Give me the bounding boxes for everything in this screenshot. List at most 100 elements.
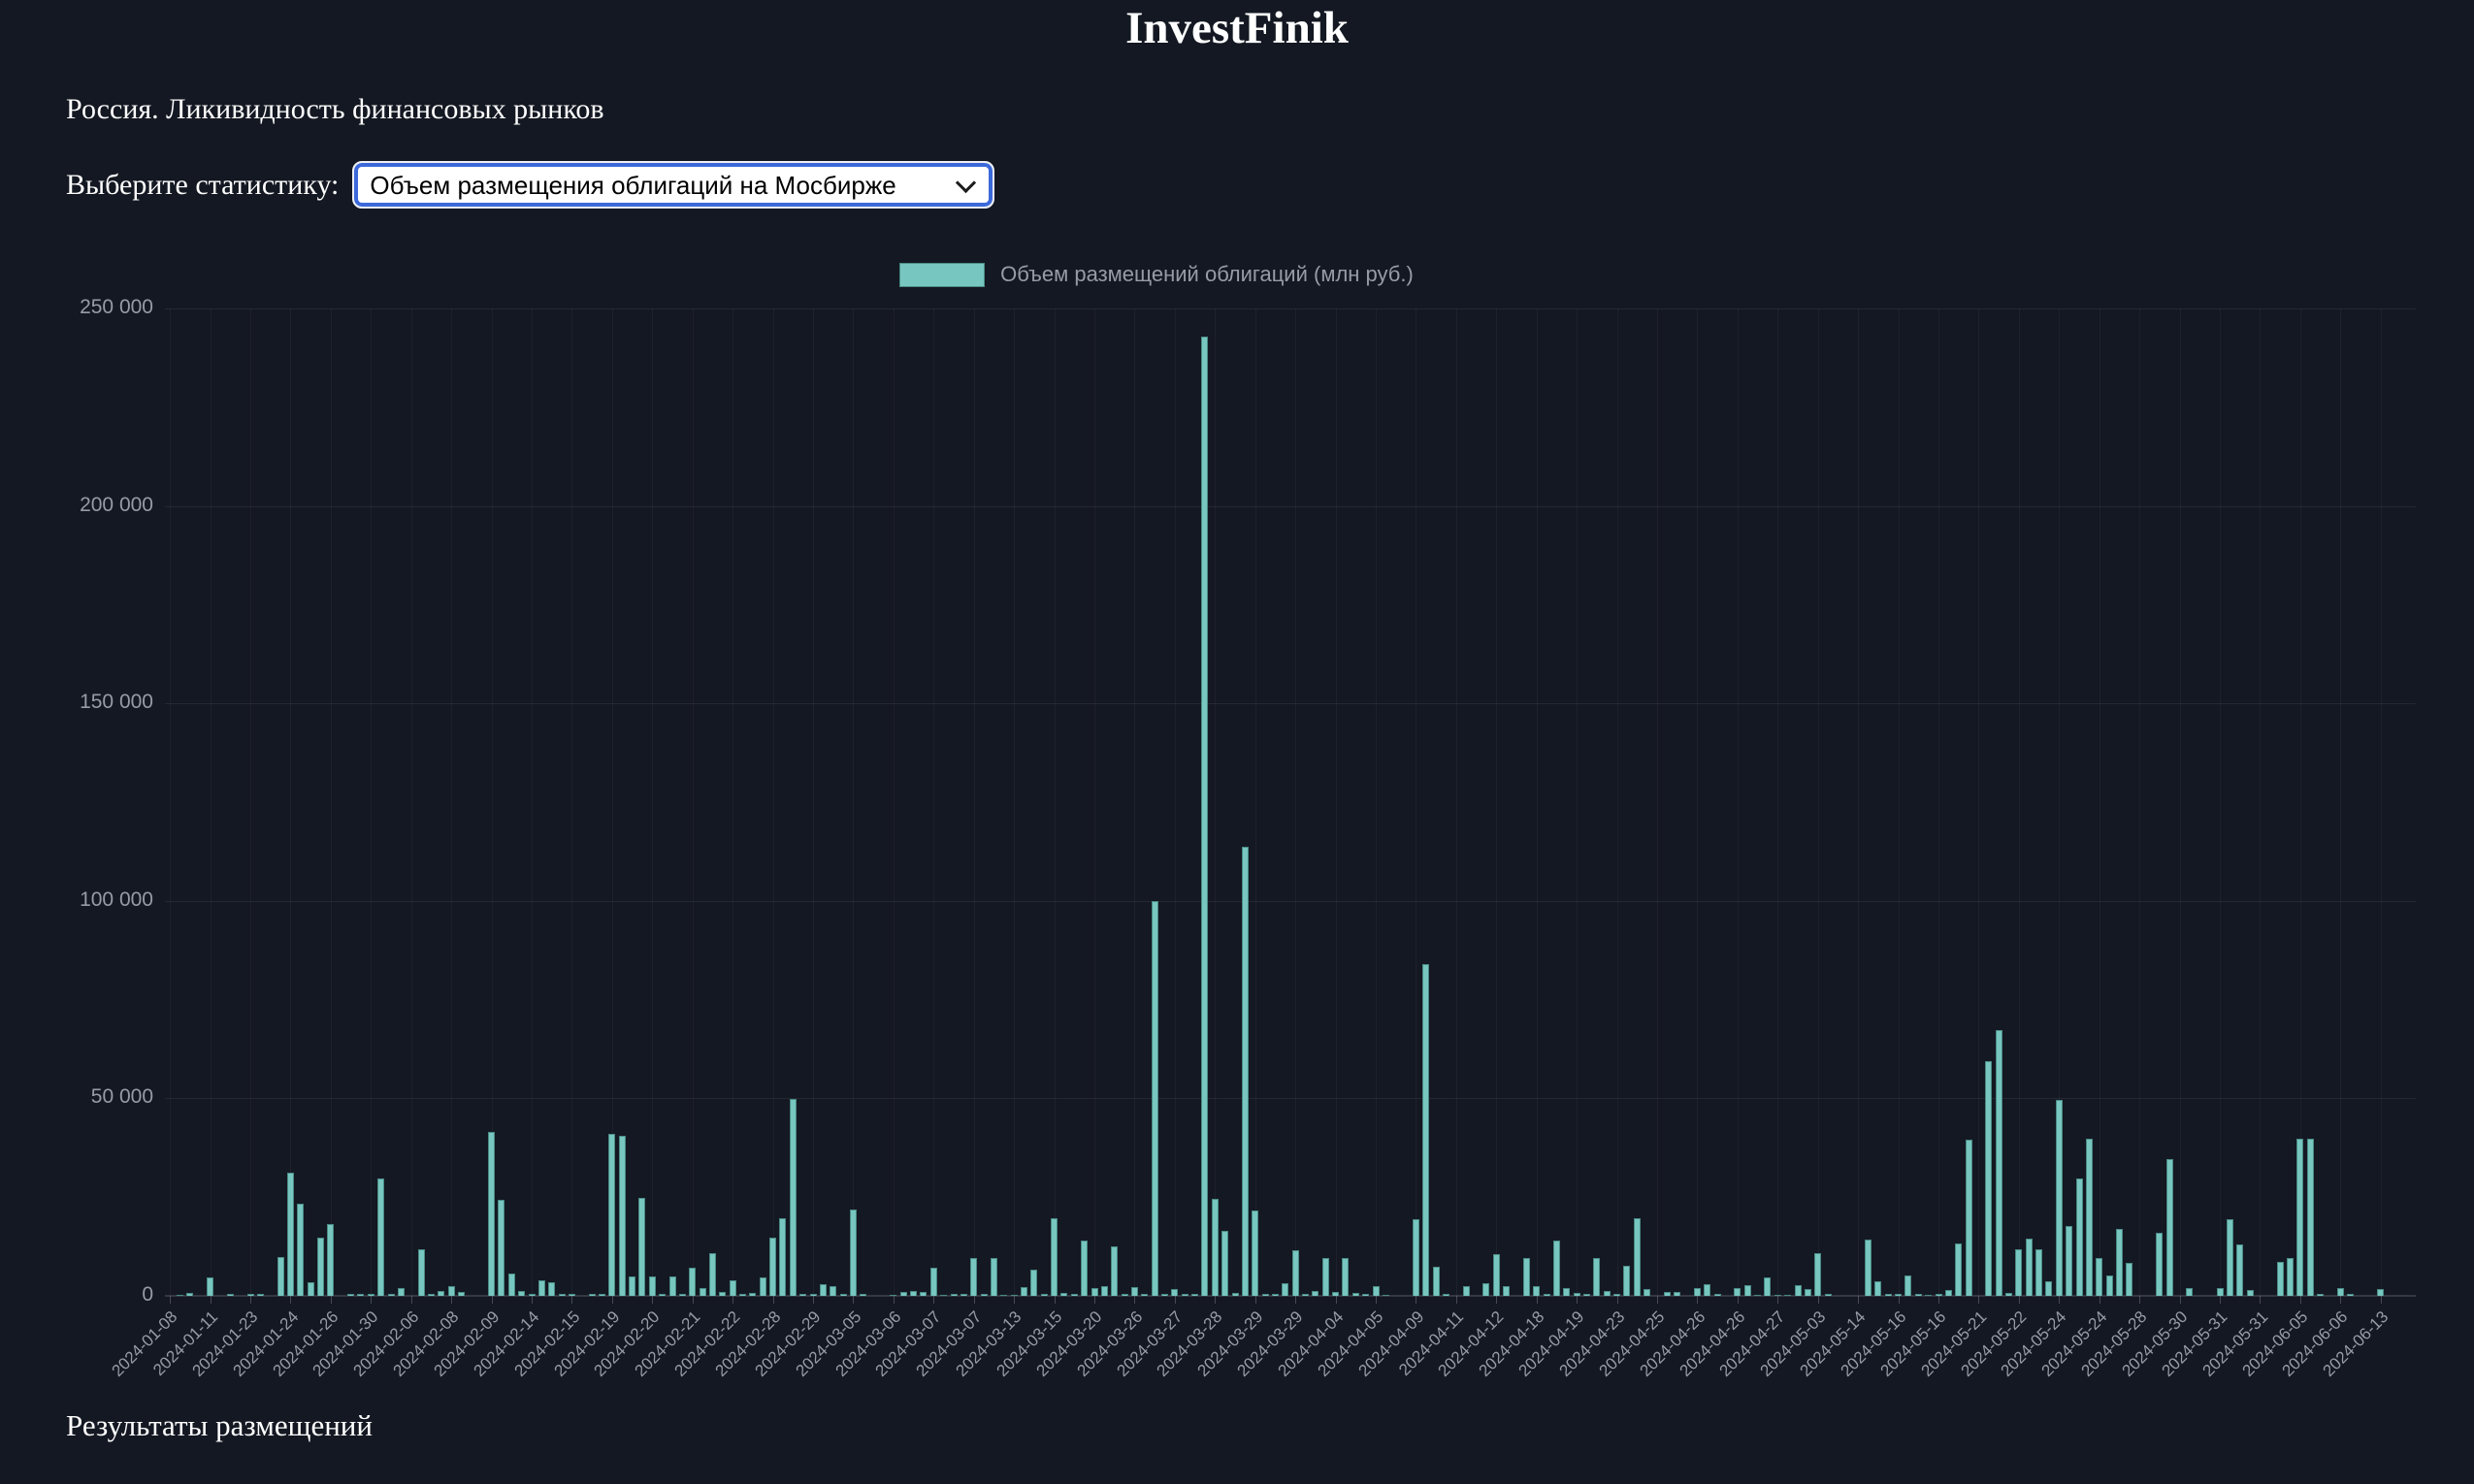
statistic-select[interactable]: Объем размещения облигаций на Мосбирже [352,161,995,209]
bar[interactable] [1221,1230,1229,1296]
bar[interactable] [1503,1285,1511,1296]
bar[interactable] [1302,1294,1310,1296]
bar[interactable] [1925,1294,1933,1296]
bar[interactable] [648,1276,656,1296]
bar[interactable] [1593,1257,1601,1296]
bar[interactable] [1382,1294,1389,1296]
bar[interactable] [1261,1294,1269,1296]
bar[interactable] [2066,1225,2073,1296]
bar[interactable] [1171,1289,1179,1296]
bar[interactable] [739,1293,747,1296]
bar[interactable] [1552,1240,1560,1296]
bar[interactable] [1814,1253,1822,1296]
bar[interactable] [1443,1294,1450,1296]
bar[interactable] [1533,1285,1541,1296]
bar[interactable] [668,1276,676,1296]
bar[interactable] [447,1286,455,1296]
bar[interactable] [719,1291,727,1296]
bar[interactable] [2296,1139,2304,1296]
bar[interactable] [256,1294,264,1296]
bar[interactable] [1030,1269,1038,1296]
bar[interactable] [277,1257,284,1296]
bar[interactable] [498,1200,505,1296]
bar[interactable] [1351,1293,1359,1296]
bar[interactable] [708,1253,716,1296]
bar[interactable] [1060,1292,1068,1296]
bar[interactable] [2336,1287,2344,1296]
bar[interactable] [2055,1100,2063,1296]
bar[interactable] [2306,1139,2314,1296]
bar[interactable] [377,1178,385,1296]
bar[interactable] [1482,1283,1490,1296]
bar[interactable] [588,1294,596,1296]
bar[interactable] [177,1294,184,1296]
bar[interactable] [980,1294,988,1296]
bar[interactable] [417,1248,425,1296]
bar[interactable] [2226,1218,2233,1296]
bar[interactable] [2126,1263,2133,1296]
bar[interactable] [1804,1289,1811,1296]
bar[interactable] [1583,1294,1591,1296]
bar[interactable] [830,1285,837,1296]
bar[interactable] [1121,1294,1128,1296]
bar[interactable] [2035,1249,2043,1296]
bar[interactable] [2045,1280,2053,1296]
bar[interactable] [1422,963,1430,1296]
bar[interactable] [970,1257,978,1296]
bar[interactable] [297,1204,305,1296]
bar[interactable] [1372,1285,1380,1296]
bar[interactable] [427,1294,435,1296]
bar[interactable] [518,1290,526,1296]
bar[interactable] [890,1294,897,1296]
bar[interactable] [2186,1288,2194,1296]
bar[interactable] [699,1287,706,1296]
bar[interactable] [618,1136,626,1296]
bar[interactable] [1492,1253,1500,1296]
bar[interactable] [789,1099,797,1296]
bar[interactable] [1522,1258,1530,1296]
bar[interactable] [940,1294,948,1296]
bar[interactable] [1271,1294,1279,1296]
bar[interactable] [960,1293,967,1296]
bar[interactable] [1000,1294,1008,1296]
bar[interactable] [1764,1276,1772,1296]
bar[interactable] [458,1292,466,1296]
bar[interactable] [2085,1139,2093,1296]
bar[interactable] [769,1238,777,1296]
bar[interactable] [1342,1258,1350,1296]
bar[interactable] [2096,1257,2103,1296]
bar[interactable] [1995,1030,2002,1296]
bar[interactable] [819,1284,827,1296]
bar[interactable] [1040,1294,1048,1296]
bar[interactable] [2165,1159,2173,1296]
bar[interactable] [1332,1292,1340,1296]
bar[interactable] [689,1268,697,1296]
bar[interactable] [2246,1290,2254,1296]
bar[interactable] [1091,1287,1098,1296]
bar[interactable] [327,1223,335,1296]
bar[interactable] [246,1294,254,1296]
bar[interactable] [2236,1244,2244,1296]
bar[interactable] [1161,1294,1169,1296]
bar[interactable] [1432,1266,1440,1296]
bar[interactable] [860,1294,867,1296]
bar[interactable] [528,1294,536,1296]
bar[interactable] [1070,1294,1078,1296]
bar[interactable] [1633,1217,1641,1296]
bar[interactable] [1674,1292,1681,1296]
bar[interactable] [317,1238,325,1296]
bar[interactable] [1935,1294,1942,1296]
bar[interactable] [1181,1294,1188,1296]
bar[interactable] [1884,1294,1892,1296]
bar[interactable] [638,1198,646,1296]
bar[interactable] [809,1293,817,1296]
bar[interactable] [1543,1294,1550,1296]
bar[interactable] [910,1291,918,1296]
bar[interactable] [2317,1293,2325,1296]
bar[interactable] [849,1209,857,1296]
bar[interactable] [1904,1274,1912,1296]
bar[interactable] [1211,1198,1219,1296]
bar[interactable] [2276,1261,2284,1296]
bar[interactable] [548,1281,556,1296]
bar[interactable] [1944,1289,1952,1296]
